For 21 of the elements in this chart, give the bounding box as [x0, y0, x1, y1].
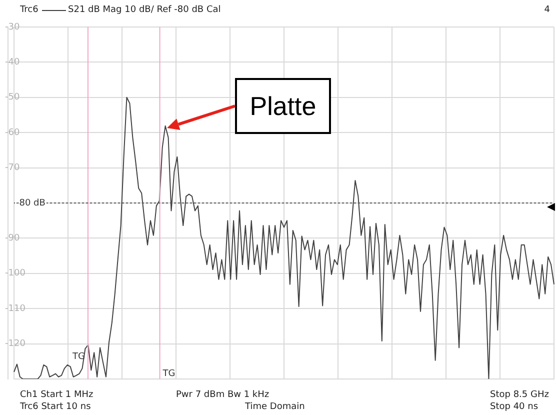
- y-tick-label: -60: [5, 128, 20, 138]
- text: Pwr 7 dBm Bw 1 kHz: [176, 390, 270, 401]
- text: Stop 8.5 GHz: [490, 390, 549, 401]
- ref-line-label: -80 dB: [16, 198, 46, 208]
- text: 4: [544, 5, 550, 16]
- y-tick-label: -40: [5, 58, 20, 68]
- y-tick-label: -30: [5, 22, 20, 32]
- y-tick-label: -70: [5, 163, 20, 174]
- annotation: Platte: [235, 78, 331, 134]
- text: Stop 40 ns: [490, 402, 538, 413]
- legend-label: Trc6: [20, 5, 38, 16]
- y-tick-label: -50: [5, 92, 20, 103]
- text: S21 dB Mag 10 dB/ Ref -80 dB Cal: [68, 5, 221, 16]
- text: Time Domain: [245, 402, 305, 413]
- text: Ch1 Start 1 MHz: [20, 390, 94, 401]
- y-tick-label: -90: [5, 234, 20, 244]
- annotation: TG: [162, 369, 176, 379]
- y-tick-label: -110: [5, 304, 26, 314]
- y-tick-label: -120: [5, 339, 26, 350]
- y-tick-label: -100: [5, 268, 26, 279]
- text: Trc6 Start 10 ns: [20, 402, 91, 413]
